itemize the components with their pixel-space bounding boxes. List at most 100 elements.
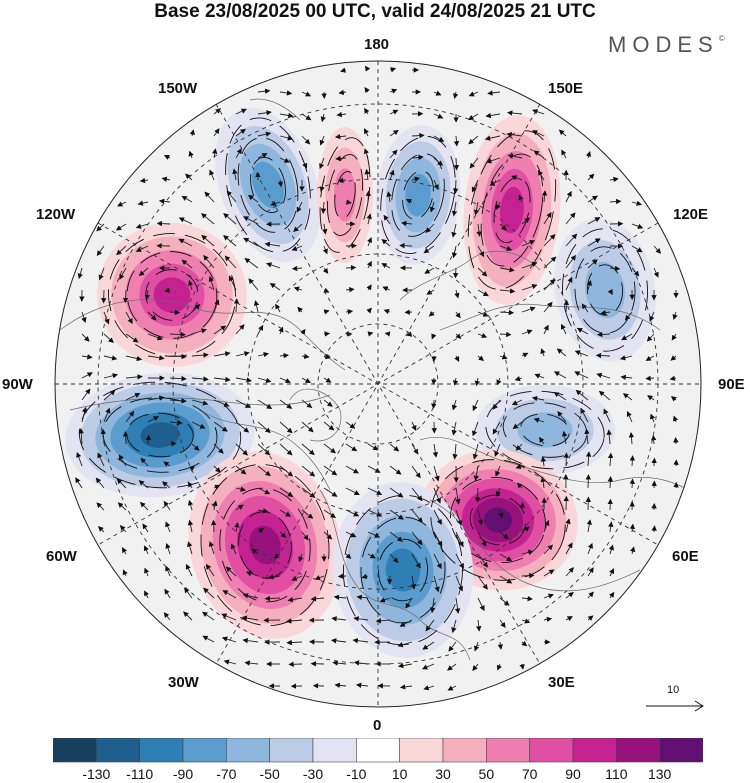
streamline — [334, 170, 356, 220]
wind-vector-arrow — [345, 309, 354, 315]
wind-vector-arrow — [203, 587, 215, 599]
wind-vector-arrow — [278, 326, 284, 335]
wind-vector-arrow — [183, 611, 193, 621]
wind-vector-arrow — [81, 354, 93, 360]
lon-label-180: 180 — [364, 36, 390, 53]
wind-vector-arrow — [411, 465, 421, 479]
wind-vector-arrow — [453, 157, 460, 171]
wind-vector-arrow — [275, 303, 281, 313]
wind-vector-arrow — [323, 443, 336, 454]
wind-vector-arrow — [606, 429, 612, 445]
wind-vector-arrow — [323, 487, 338, 497]
wind-vector-arrow — [397, 641, 413, 648]
wind-vector-arrow — [565, 542, 573, 555]
anomaly-contour-center-75w — [140, 422, 180, 448]
wind-vector-arrow — [279, 421, 293, 434]
wind-vector-arrow — [410, 575, 417, 590]
wind-vector-arrow — [204, 191, 215, 203]
wind-vector-arrow — [279, 399, 293, 409]
wind-vector-arrow — [629, 523, 636, 533]
wind-vector-arrow — [336, 111, 347, 118]
wind-vector-arrow — [144, 289, 151, 301]
wind-vector-arrow — [244, 660, 259, 666]
wind-vector-arrow — [653, 245, 662, 254]
wind-vector-arrow — [361, 573, 369, 579]
wind-vector-arrow — [81, 388, 91, 401]
wind-vector-arrow — [651, 525, 657, 533]
streamline — [402, 170, 434, 220]
wind-vector-arrow — [367, 553, 376, 559]
wind-vector-arrow — [187, 499, 194, 511]
colorbar-tick-label: 90 — [565, 766, 581, 782]
wind-vector-arrow — [565, 254, 577, 269]
wind-vector-arrow — [332, 660, 347, 666]
wind-vector-arrow — [103, 355, 118, 361]
wind-vector-arrow — [158, 198, 171, 205]
wind-vector-arrow — [138, 480, 149, 489]
colorbar-tick-label: 110 — [605, 766, 628, 782]
wind-vector-arrow — [323, 531, 333, 540]
colorbar-tick-label: -30 — [302, 766, 324, 782]
wind-vector-arrow — [411, 154, 424, 161]
wind-vector-arrow — [232, 168, 238, 181]
wind-vector-arrow — [383, 214, 391, 225]
colorbar-tick-label: 10 — [391, 766, 408, 782]
wind-vector-arrow — [125, 393, 141, 401]
lon-label-120e: 120E — [673, 206, 709, 223]
wind-vector-arrow — [267, 574, 281, 580]
anomaly-contour-center-120e — [584, 261, 626, 319]
wind-vector-arrow — [320, 201, 327, 214]
wind-vector-arrow — [301, 421, 314, 433]
wind-vector-arrow — [96, 502, 105, 511]
wind-vector-arrow — [515, 443, 523, 451]
wind-vector-arrow — [586, 519, 592, 533]
wind-vector-arrow — [451, 619, 457, 634]
wind-vector-arrow — [320, 113, 326, 123]
wind-vector-arrow — [161, 176, 171, 182]
wind-vector-arrow — [301, 157, 308, 169]
wind-vector-arrow — [433, 135, 445, 142]
wind-vector-arrow — [323, 399, 333, 407]
wind-vector-arrow — [670, 396, 677, 402]
wind-vector-arrow — [565, 567, 574, 577]
wind-vector-arrow — [521, 640, 528, 647]
colorbar-swatch — [96, 738, 140, 763]
wind-vector-arrow — [234, 522, 240, 533]
wind-vector-arrow — [203, 254, 215, 269]
wind-vector-arrow — [98, 526, 105, 533]
wind-vector-arrow — [399, 684, 413, 690]
wind-vector-arrow — [319, 135, 325, 146]
wind-vector-arrow — [576, 327, 589, 335]
wind-vector-arrow — [472, 443, 479, 460]
streamline — [380, 136, 456, 254]
wind-vector-arrow — [454, 355, 460, 363]
lon-label-60e: 60E — [672, 548, 699, 565]
wind-vector-arrow — [185, 173, 193, 181]
wind-vector-arrow — [452, 91, 459, 100]
wind-vector-arrow — [323, 421, 335, 431]
wind-vector-arrow — [191, 399, 209, 406]
wind-vector-arrow — [565, 276, 573, 291]
wind-vector-arrow — [452, 179, 459, 194]
wind-vector-arrow — [541, 190, 548, 203]
wind-vector-arrow — [650, 413, 656, 423]
wind-vector-arrow — [301, 443, 315, 456]
wind-vector-arrow — [125, 333, 139, 343]
wind-vector-arrow — [584, 428, 590, 445]
wind-vector-arrow — [424, 267, 435, 274]
wind-vector-arrow — [178, 238, 193, 247]
wind-vector-arrow — [587, 173, 595, 181]
wind-vector-arrow — [609, 265, 621, 272]
wind-vector-arrow — [340, 67, 347, 73]
wind-vector-arrow — [519, 663, 525, 670]
wind-vectors — [75, 65, 679, 691]
wind-vector-arrow — [473, 201, 480, 216]
wind-vector-arrow — [477, 553, 488, 568]
wind-vector-arrow — [331, 616, 347, 622]
wind-vector-arrow — [257, 351, 269, 358]
wind-vector-arrow — [649, 311, 655, 322]
wind-vector-arrow — [543, 278, 556, 291]
wind-vector-arrow — [608, 544, 614, 555]
wind-vector-arrow — [322, 245, 328, 255]
wind-vector-arrow — [165, 542, 171, 555]
